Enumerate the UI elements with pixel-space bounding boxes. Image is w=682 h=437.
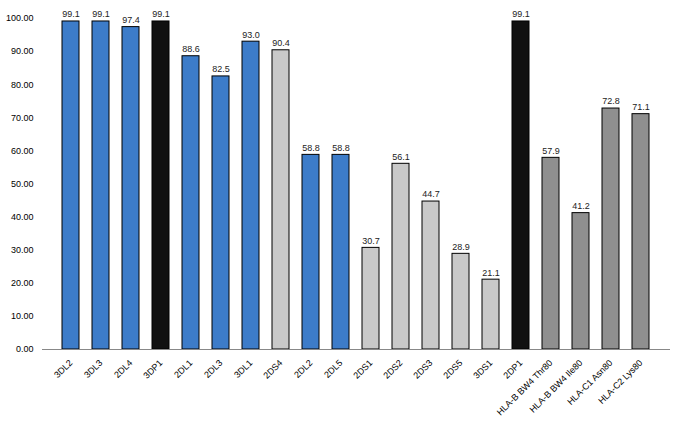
svg-text:80.00: 80.00 [11, 80, 34, 90]
svg-text:2DL4: 2DL4 [112, 358, 134, 380]
svg-text:99.1: 99.1 [152, 9, 170, 19]
svg-text:90.00: 90.00 [11, 46, 34, 56]
svg-text:58.8: 58.8 [332, 143, 350, 153]
svg-text:30.7: 30.7 [362, 236, 380, 246]
svg-text:2DS1: 2DS1 [351, 358, 374, 381]
svg-text:88.6: 88.6 [182, 44, 200, 54]
svg-text:HLA-C2 Lys80: HLA-C2 Lys80 [596, 358, 644, 406]
svg-text:97.4: 97.4 [122, 15, 140, 25]
svg-text:20.00: 20.00 [11, 278, 34, 288]
svg-text:72.8: 72.8 [602, 96, 620, 106]
svg-text:40.00: 40.00 [11, 212, 34, 222]
svg-text:30.00: 30.00 [11, 245, 34, 255]
svg-text:21.1: 21.1 [482, 268, 500, 278]
svg-text:HLA-B BW4 Ile80: HLA-B BW4 Ile80 [528, 358, 585, 415]
svg-text:3DS1: 3DS1 [471, 358, 494, 381]
svg-text:HLA-C1 Asn80: HLA-C1 Asn80 [565, 357, 615, 407]
svg-text:99.1: 99.1 [512, 9, 530, 19]
svg-text:2DS4: 2DS4 [261, 358, 284, 381]
svg-text:2DL5: 2DL5 [322, 358, 344, 380]
svg-text:56.1: 56.1 [392, 152, 410, 162]
svg-text:70.00: 70.00 [11, 113, 34, 123]
svg-text:44.7: 44.7 [422, 189, 440, 199]
svg-text:57.9: 57.9 [542, 146, 560, 156]
svg-text:2DL3: 2DL3 [202, 358, 224, 380]
svg-text:99.1: 99.1 [62, 9, 80, 19]
svg-text:28.9: 28.9 [452, 242, 470, 252]
svg-text:2DL1: 2DL1 [172, 358, 194, 380]
svg-text:100.00: 100.00 [6, 13, 34, 23]
svg-text:58.8: 58.8 [302, 143, 320, 153]
svg-text:2DL2: 2DL2 [292, 358, 314, 380]
svg-text:2DS3: 2DS3 [411, 358, 434, 381]
svg-text:50.00: 50.00 [11, 179, 34, 189]
svg-text:3DP1: 3DP1 [141, 358, 164, 381]
svg-text:2DS5: 2DS5 [441, 358, 464, 381]
svg-text:82.5: 82.5 [212, 64, 230, 74]
svg-text:2DP1: 2DP1 [501, 358, 524, 381]
svg-text:10.00: 10.00 [11, 311, 34, 321]
svg-text:3DL2: 3DL2 [52, 358, 74, 380]
svg-text:2DS2: 2DS2 [381, 358, 404, 381]
svg-text:3DL3: 3DL3 [82, 358, 104, 380]
svg-text:99.1: 99.1 [92, 9, 110, 19]
svg-text:90.4: 90.4 [272, 38, 290, 48]
svg-text:41.2: 41.2 [572, 201, 590, 211]
svg-text:71.1: 71.1 [632, 102, 650, 112]
svg-text:3DL1: 3DL1 [232, 358, 254, 380]
svg-text:60.00: 60.00 [11, 146, 34, 156]
svg-text:93.0: 93.0 [242, 30, 260, 40]
svg-text:0.00: 0.00 [16, 344, 34, 354]
svg-text:HLA-B BW4 Thr80: HLA-B BW4 Thr80 [495, 358, 555, 418]
